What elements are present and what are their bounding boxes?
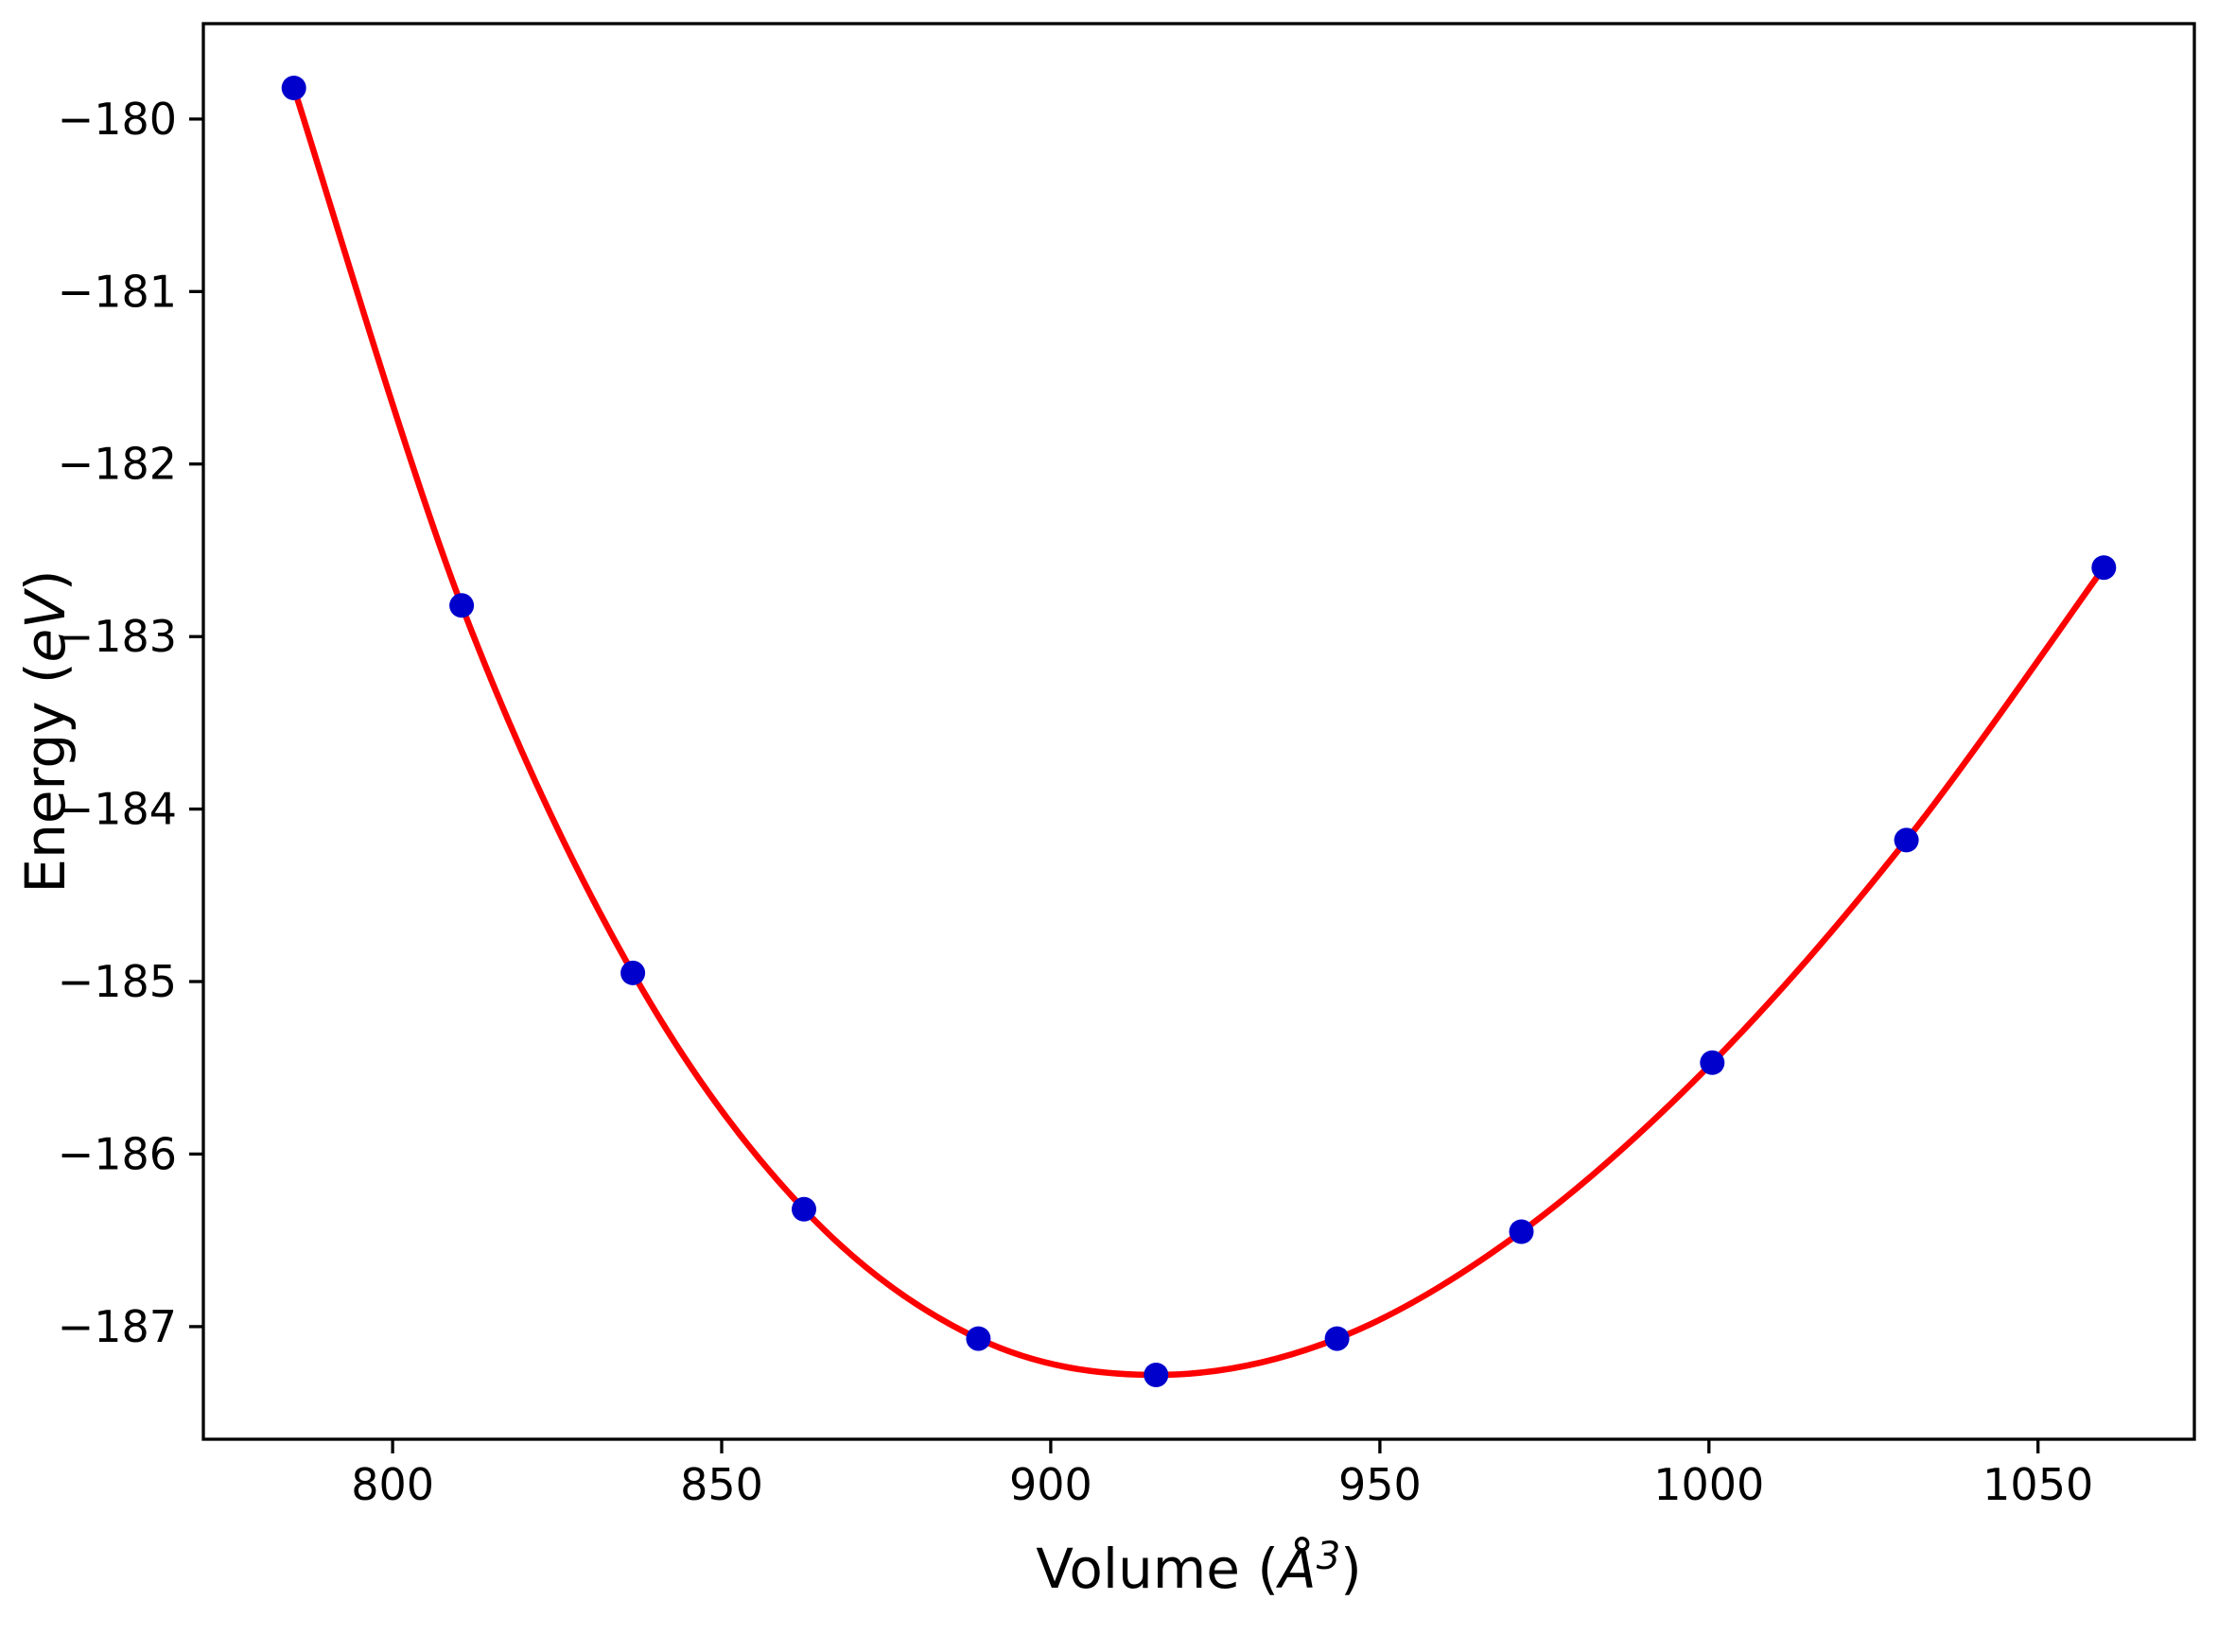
x-tick-label: 950 bbox=[1338, 1459, 1422, 1510]
plot-frame bbox=[201, 22, 2196, 1441]
x-axis-label: Volume (Å3) bbox=[1036, 1535, 1362, 1601]
data-point bbox=[1144, 1363, 1169, 1387]
y-tick-label: −183 bbox=[58, 611, 177, 662]
x-tick-label: 900 bbox=[1009, 1459, 1092, 1510]
y-tick-label: −181 bbox=[58, 266, 177, 317]
y-tick-label: −185 bbox=[58, 956, 177, 1007]
x-tick-label: 1050 bbox=[1982, 1459, 2093, 1510]
y-axis-label: Energy (eV) bbox=[13, 569, 78, 893]
x-tick-label: 1000 bbox=[1653, 1459, 1764, 1510]
x-tick-label: 850 bbox=[680, 1459, 763, 1510]
y-tick-label: −186 bbox=[58, 1128, 177, 1179]
y-tick-label: −184 bbox=[58, 784, 177, 835]
data-point bbox=[281, 76, 306, 100]
data-point bbox=[620, 960, 646, 985]
y-tick-label: −182 bbox=[58, 439, 177, 490]
y-tick-label: −187 bbox=[58, 1301, 177, 1352]
data-point bbox=[449, 593, 475, 618]
data-point bbox=[1700, 1050, 1725, 1075]
data-point bbox=[2091, 555, 2117, 581]
x-tick-label: 800 bbox=[351, 1459, 434, 1510]
y-tick-label: −180 bbox=[58, 94, 177, 145]
data-point bbox=[1894, 827, 1919, 853]
fit-curve bbox=[290, 84, 2107, 1379]
data-point bbox=[966, 1326, 991, 1351]
data-point bbox=[1324, 1326, 1350, 1351]
data-point bbox=[792, 1196, 816, 1222]
data-point bbox=[1509, 1219, 1534, 1244]
